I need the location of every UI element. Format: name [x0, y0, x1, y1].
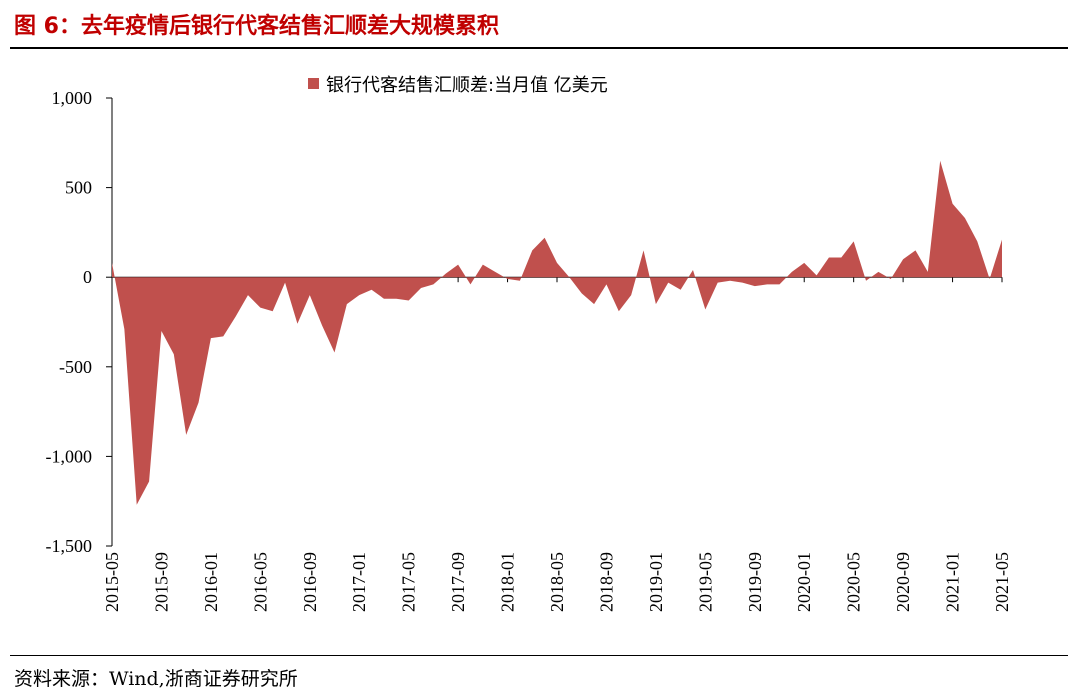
y-tick-label: -1,500 — [46, 536, 93, 556]
x-tick-label: 2019-09 — [745, 552, 765, 612]
x-axis: 2015-05 2015-09 2016-01 2016-05 2016-09 2017-… — [102, 276, 1012, 612]
x-tick-label: 2020-05 — [844, 552, 864, 612]
x-tick-label: 2018-05 — [547, 552, 567, 612]
x-tick-label: 2021-05 — [992, 552, 1012, 612]
series-layer — [112, 160, 1002, 505]
x-tick-label: 2015-09 — [151, 552, 171, 612]
x-tick-label: 2016-01 — [201, 552, 221, 612]
series-area — [112, 160, 1002, 505]
x-tick-label: 2016-05 — [250, 552, 270, 612]
y-tick-label: -1,000 — [46, 446, 93, 466]
bottom-rule — [10, 655, 1068, 656]
x-tick-label: 2016-09 — [300, 552, 320, 612]
legend: 银行代客结售汇顺差:当月值 亿美元 — [308, 75, 608, 96]
y-tick-label: 1,000 — [52, 88, 93, 108]
x-tick-label: 2017-01 — [349, 552, 369, 612]
x-tick-label: 2018-09 — [596, 552, 616, 612]
y-axis: 1,000 500 0 -500 -1,000 -1,500 — [46, 88, 113, 556]
top-rule — [10, 47, 1068, 49]
y-tick-label: -500 — [59, 357, 92, 377]
legend-label: 银行代客结售汇顺差:当月值 亿美元 — [326, 75, 608, 96]
x-tick-label: 2019-05 — [695, 552, 715, 612]
legend-swatch — [308, 78, 319, 89]
x-tick-label: 2017-05 — [399, 552, 419, 612]
y-tick-label: 0 — [83, 267, 92, 287]
x-tick-label: 2020-09 — [893, 552, 913, 612]
figure-title: 图 6：去年疫情后银行代客结售汇顺差大规模累积 — [14, 14, 499, 39]
x-tick-label: 2021-01 — [943, 552, 963, 612]
x-tick-label: 2019-01 — [646, 552, 666, 612]
x-tick-label: 2018-01 — [498, 552, 518, 612]
y-tick-label: 500 — [65, 178, 92, 198]
x-tick-label: 2017-09 — [448, 552, 468, 612]
x-tick-label: 2015-05 — [102, 552, 122, 612]
x-tick-label: 2020-01 — [794, 552, 814, 612]
source-note: 资料来源：Wind,浙商证券研究所 — [14, 668, 298, 690]
